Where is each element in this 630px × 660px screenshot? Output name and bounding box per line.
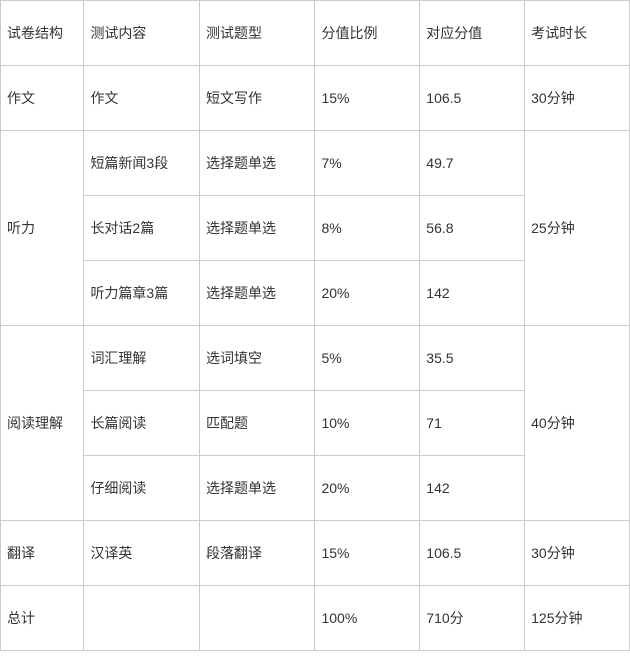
cell-content: 长篇阅读 bbox=[84, 391, 200, 456]
total-score: 710分 bbox=[420, 586, 525, 651]
cell-type: 选择题单选 bbox=[199, 196, 315, 261]
cell-score: 49.7 bbox=[420, 131, 525, 196]
cell-score: 142 bbox=[420, 456, 525, 521]
table-row: 听力 短篇新闻3段 选择题单选 7% 49.7 25分钟 bbox=[1, 131, 630, 196]
cell-percent: 8% bbox=[315, 196, 420, 261]
cell-content: 作文 bbox=[84, 66, 200, 131]
cell-percent: 15% bbox=[315, 66, 420, 131]
cell-type: 短文写作 bbox=[199, 66, 315, 131]
total-structure: 总计 bbox=[1, 586, 84, 651]
total-duration: 125分钟 bbox=[525, 586, 630, 651]
cell-structure: 阅读理解 bbox=[1, 326, 84, 521]
cell-content: 仔细阅读 bbox=[84, 456, 200, 521]
cell-duration: 40分钟 bbox=[525, 326, 630, 521]
cell-score: 71 bbox=[420, 391, 525, 456]
cell-content: 短篇新闻3段 bbox=[84, 131, 200, 196]
cell-score: 35.5 bbox=[420, 326, 525, 391]
total-percent: 100% bbox=[315, 586, 420, 651]
cell-score: 106.5 bbox=[420, 521, 525, 586]
cell-score: 142 bbox=[420, 261, 525, 326]
cell-content: 听力篇章3篇 bbox=[84, 261, 200, 326]
header-score: 对应分值 bbox=[420, 1, 525, 66]
header-type: 测试题型 bbox=[199, 1, 315, 66]
cell-duration: 25分钟 bbox=[525, 131, 630, 326]
cell-score: 106.5 bbox=[420, 66, 525, 131]
cell-structure: 作文 bbox=[1, 66, 84, 131]
cell-type: 匹配题 bbox=[199, 391, 315, 456]
cell-score: 56.8 bbox=[420, 196, 525, 261]
header-percent: 分值比例 bbox=[315, 1, 420, 66]
cell-percent: 20% bbox=[315, 261, 420, 326]
cell-type: 段落翻译 bbox=[199, 521, 315, 586]
cell-type: 选择题单选 bbox=[199, 261, 315, 326]
cell-percent: 10% bbox=[315, 391, 420, 456]
cell-type: 选择题单选 bbox=[199, 456, 315, 521]
table-body: 试卷结构 测试内容 测试题型 分值比例 对应分值 考试时长 作文 作文 短文写作… bbox=[1, 1, 630, 651]
cell-duration: 30分钟 bbox=[525, 521, 630, 586]
cell-type: 选词填空 bbox=[199, 326, 315, 391]
total-content bbox=[84, 586, 200, 651]
cell-type: 选择题单选 bbox=[199, 131, 315, 196]
table-row: 翻译 汉译英 段落翻译 15% 106.5 30分钟 bbox=[1, 521, 630, 586]
header-content: 测试内容 bbox=[84, 1, 200, 66]
table-row: 阅读理解 词汇理解 选词填空 5% 35.5 40分钟 bbox=[1, 326, 630, 391]
cell-structure: 翻译 bbox=[1, 521, 84, 586]
table-total-row: 总计 100% 710分 125分钟 bbox=[1, 586, 630, 651]
cell-percent: 15% bbox=[315, 521, 420, 586]
cell-content: 词汇理解 bbox=[84, 326, 200, 391]
cell-percent: 5% bbox=[315, 326, 420, 391]
header-structure: 试卷结构 bbox=[1, 1, 84, 66]
cell-content: 汉译英 bbox=[84, 521, 200, 586]
exam-structure-table: 试卷结构 测试内容 测试题型 分值比例 对应分值 考试时长 作文 作文 短文写作… bbox=[0, 0, 630, 651]
exam-table-container: 试卷结构 测试内容 测试题型 分值比例 对应分值 考试时长 作文 作文 短文写作… bbox=[0, 0, 630, 651]
table-header-row: 试卷结构 测试内容 测试题型 分值比例 对应分值 考试时长 bbox=[1, 1, 630, 66]
cell-percent: 7% bbox=[315, 131, 420, 196]
cell-structure: 听力 bbox=[1, 131, 84, 326]
table-row: 作文 作文 短文写作 15% 106.5 30分钟 bbox=[1, 66, 630, 131]
cell-content: 长对话2篇 bbox=[84, 196, 200, 261]
cell-duration: 30分钟 bbox=[525, 66, 630, 131]
total-type bbox=[199, 586, 315, 651]
cell-percent: 20% bbox=[315, 456, 420, 521]
header-duration: 考试时长 bbox=[525, 1, 630, 66]
